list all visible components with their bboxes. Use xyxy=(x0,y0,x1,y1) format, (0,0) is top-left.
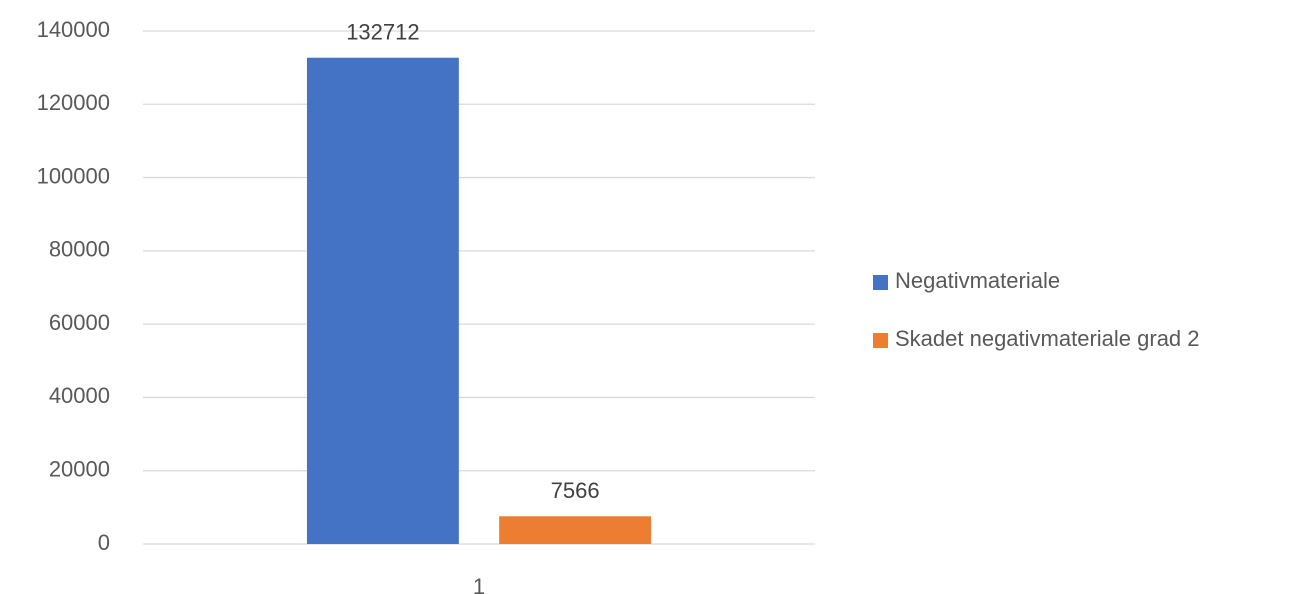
bar xyxy=(306,57,459,544)
bar xyxy=(499,516,652,544)
legend-label: Skadet negativmateriale grad 2 xyxy=(895,326,1200,351)
y-tick-label: 100000 xyxy=(37,163,110,188)
legend-label: Negativmateriale xyxy=(895,268,1060,293)
y-tick-label: 40000 xyxy=(49,383,110,408)
y-tick-label: 20000 xyxy=(49,457,110,482)
y-tick-label: 60000 xyxy=(49,310,110,335)
y-tick-label: 0 xyxy=(98,530,110,555)
y-tick-label: 80000 xyxy=(49,237,110,262)
legend-swatch xyxy=(873,333,888,348)
data-label: 132712 xyxy=(346,20,419,45)
x-tick-label: 1 xyxy=(473,574,485,594)
legend-swatch xyxy=(873,275,888,290)
data-label: 7566 xyxy=(551,478,600,503)
y-tick-label: 140000 xyxy=(37,17,110,42)
y-tick-label: 120000 xyxy=(37,90,110,115)
